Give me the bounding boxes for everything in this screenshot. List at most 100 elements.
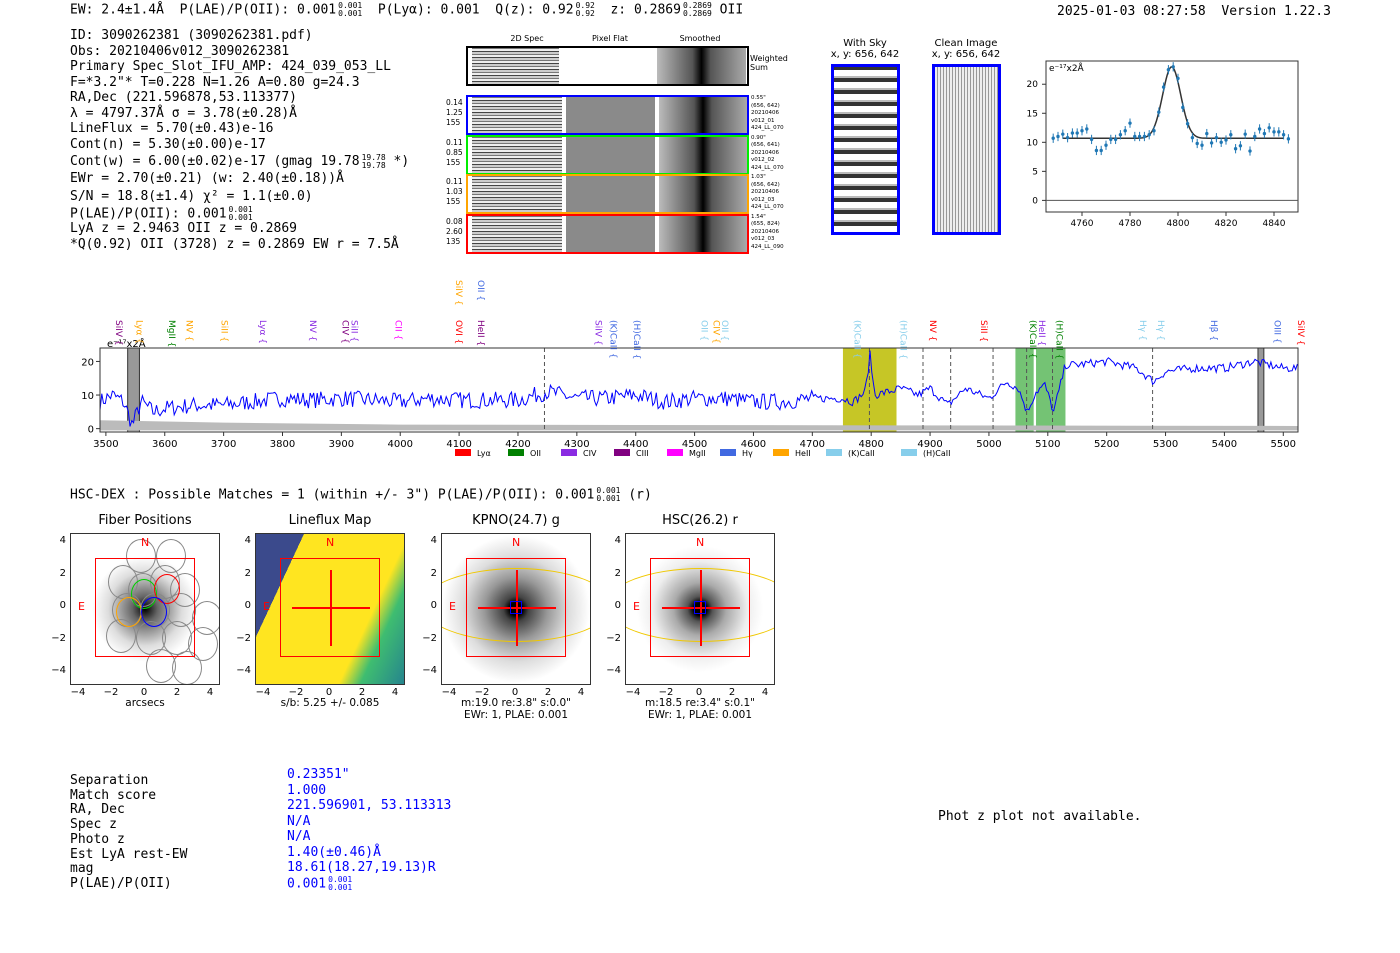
- svg-text:Lyα {: Lyα {: [133, 320, 143, 344]
- data-point: [1094, 148, 1099, 153]
- x-tick-label: 3900: [329, 439, 354, 450]
- svg-text:NV {: NV {: [183, 320, 193, 341]
- x-tick-label: 0: [511, 687, 519, 698]
- fiber-row: [466, 174, 749, 214]
- spec2d-header: Smoothed: [679, 34, 721, 43]
- line-label: (H)CaII {: [898, 320, 908, 360]
- svg-text:SiII {: SiII {: [219, 320, 229, 342]
- info-line: Primary Spec_Slot_IFU_AMP: 424_039_053_L…: [70, 59, 391, 74]
- fiber-info: 0.55" (656, 642) 20210406 v012_01 424_LL_070: [751, 95, 784, 131]
- data-point: [1214, 135, 1219, 140]
- data-point: [1166, 68, 1171, 72]
- svg-text:OII {: OII {: [475, 280, 485, 301]
- data-point: [1190, 135, 1195, 140]
- x-tick-label: 4760: [1071, 219, 1094, 229]
- data-point: [1157, 110, 1161, 114]
- linefit-ylabel: e⁻¹⁷x2Å: [1049, 62, 1085, 74]
- y-tick-label: −2: [236, 632, 251, 644]
- north-marker: N: [696, 536, 705, 549]
- x-tick-label: 4800: [1167, 219, 1190, 229]
- svg-text:OII {: OII {: [719, 320, 729, 341]
- line-label: NV {: [183, 320, 193, 341]
- match-label: Photo z: [70, 831, 125, 847]
- data-point: [1219, 140, 1223, 145]
- match-label: Separation: [70, 773, 149, 788]
- gaussian-fit: [1062, 66, 1284, 139]
- line-label: OII {: [475, 280, 485, 301]
- fiber-stats: 0.11 1.03 155: [446, 177, 463, 206]
- y-tick-label: 4: [614, 535, 621, 546]
- plya: P(Lyα): 0.001: [377, 2, 480, 18]
- east-marker: E: [263, 600, 270, 613]
- svg-text:CIV {: CIV {: [710, 320, 720, 344]
- clean-image-cutout: [932, 64, 1001, 235]
- y-tick-label: 4: [244, 535, 251, 546]
- north-marker: N: [512, 536, 521, 549]
- data-point: [1200, 143, 1204, 147]
- svg-text:SiIV {: SiIV {: [1295, 320, 1305, 346]
- line-label: CIV {: [710, 320, 720, 344]
- data-point: [1176, 76, 1180, 81]
- data-point: [1233, 146, 1238, 151]
- match-value: N/A: [287, 829, 311, 844]
- x-tick-label: 4900: [917, 439, 942, 450]
- match-labels: Separation Match score RA, Dec Spec z Photo …: [70, 773, 188, 892]
- data-point: [1128, 121, 1132, 125]
- line-label: SiII {: [219, 320, 229, 342]
- legend-label: MgII: [689, 449, 706, 458]
- svg-text:SiIV {: SiIV {: [453, 280, 463, 306]
- data-point: [1171, 65, 1175, 69]
- line-label: Hβ {: [1208, 320, 1218, 341]
- x-tick-label: 4000: [388, 439, 413, 450]
- match-value: 1.40(±0.46)Å: [287, 844, 381, 860]
- x-tick-label: 0: [140, 687, 148, 698]
- y-tick-label: 0: [88, 425, 94, 436]
- svg-text:Lyα {: Lyα {: [257, 320, 267, 344]
- y-tick-label: 2: [59, 567, 66, 579]
- data-point: [1224, 138, 1228, 142]
- clean-image-title: Clean Image x, y: 656, 642: [931, 38, 1001, 60]
- data-point: [1051, 136, 1055, 140]
- with-sky-cutout: [831, 64, 900, 235]
- data-point: [1133, 134, 1137, 139]
- y-tick-label: 10: [1027, 138, 1039, 148]
- data-point: [1262, 131, 1267, 136]
- data-point: [1099, 148, 1103, 153]
- data-point: [1118, 133, 1123, 137]
- data-point: [1085, 127, 1089, 131]
- noise-envelope: [100, 420, 1298, 431]
- north-marker: N: [326, 536, 335, 549]
- x-tick-label: 5200: [1094, 439, 1119, 450]
- y-tick-label: 2: [430, 567, 437, 579]
- line-label: SiIV {: [1295, 320, 1305, 346]
- data-point: [1181, 105, 1185, 110]
- info-line: Obs: 20210406v012_3090262381: [70, 43, 290, 59]
- match-values: 0.23351" 1.000 221.596901, 53.113313 N/A N/A…: [287, 767, 451, 892]
- x-tick-label: 0: [325, 687, 333, 698]
- line-label: NV {: [307, 320, 317, 341]
- legend-label: OII: [530, 449, 541, 458]
- line-label: (K)CaII {: [852, 320, 862, 359]
- z-line-info: LyA z = 2.9463 OII z = 0.2869: [70, 221, 297, 236]
- data-point: [1195, 141, 1199, 146]
- x-tick-label: 5100: [1035, 439, 1060, 450]
- line-label: SiIV {: [113, 320, 123, 346]
- spec2d-header: Pixel Flat: [592, 34, 628, 43]
- x-tick-label: −4: [441, 687, 457, 698]
- info-block: ID: 3090262381 (3090262381.pdf) Obs: 2021…: [70, 28, 410, 252]
- x-tick-label: 5400: [1212, 439, 1237, 450]
- info-line: LineFlux = 5.70(±0.43)e-16: [70, 121, 274, 136]
- line-label: (H)CaII {: [1054, 320, 1064, 360]
- z-line: OII: [719, 2, 744, 18]
- shaded-region-absorption: [1015, 348, 1034, 432]
- info-line: λ = 4797.37Å σ = 3.78(±0.28)Å: [70, 105, 297, 121]
- match-label: Est LyA rest-EW: [70, 846, 188, 862]
- line-label: SiII {: [978, 320, 988, 342]
- data-point: [1089, 137, 1094, 142]
- weighted-sum-row: [466, 46, 749, 86]
- line-label: (K)CaII {: [607, 320, 617, 359]
- legend-swatch: [455, 449, 471, 456]
- svg-text:HeII {: HeII {: [1036, 320, 1046, 346]
- line-label: MgII {: [166, 320, 176, 347]
